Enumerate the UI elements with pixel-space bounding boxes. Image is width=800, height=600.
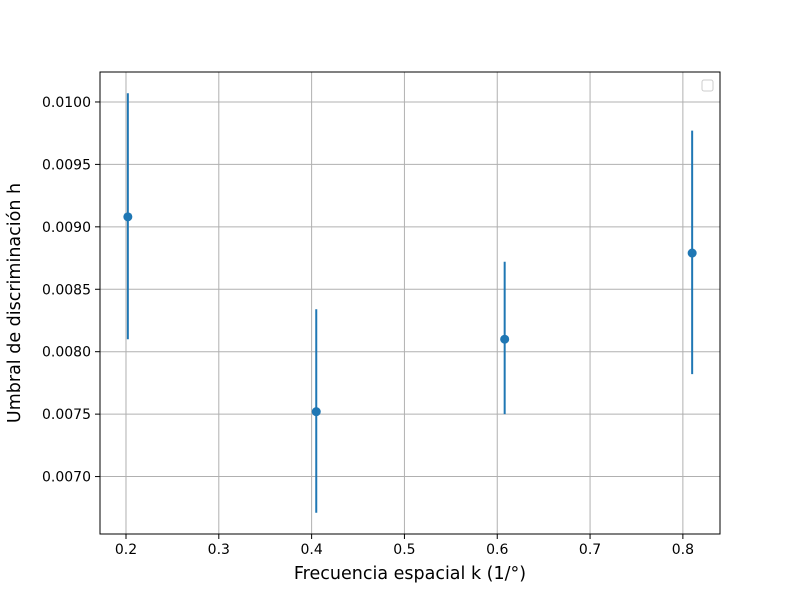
legend (701, 79, 714, 92)
y-tick-label: 0.0080 (42, 345, 91, 361)
x-tick-label: 0.6 (486, 542, 508, 558)
x-tick-label: 0.3 (208, 542, 230, 558)
data-point (687, 248, 697, 258)
plot-frame (99, 71, 721, 535)
data-points (123, 93, 697, 513)
y-tick-label: 0.0085 (42, 282, 91, 298)
y-tick-label: 0.0075 (42, 407, 91, 423)
x-tick-label: 0.4 (300, 542, 322, 558)
x-tick-label: 0.8 (672, 542, 694, 558)
x-tick-label: 0.2 (115, 542, 137, 558)
axis-ticks: 0.2 0.3 0.4 0.5 0.6 0.7 0.8 0.0070 0.0075 0.0080 0… (42, 95, 694, 558)
data-point (311, 407, 321, 417)
y-axis-label: Umbral de discriminación h (5, 183, 25, 423)
x-tick-label: 0.5 (393, 542, 415, 558)
data-point (123, 212, 133, 222)
grid-lines (100, 72, 720, 534)
y-tick-label: 0.0100 (42, 95, 91, 111)
x-tick-label: 0.7 (579, 542, 601, 558)
data-point (500, 334, 510, 344)
x-axis-label: Frecuencia espacial k (1/°) (294, 564, 526, 584)
y-tick-label: 0.0070 (42, 470, 91, 486)
y-tick-label: 0.0095 (42, 157, 91, 173)
legend-box (701, 79, 714, 92)
y-tick-label: 0.0090 (42, 220, 91, 236)
